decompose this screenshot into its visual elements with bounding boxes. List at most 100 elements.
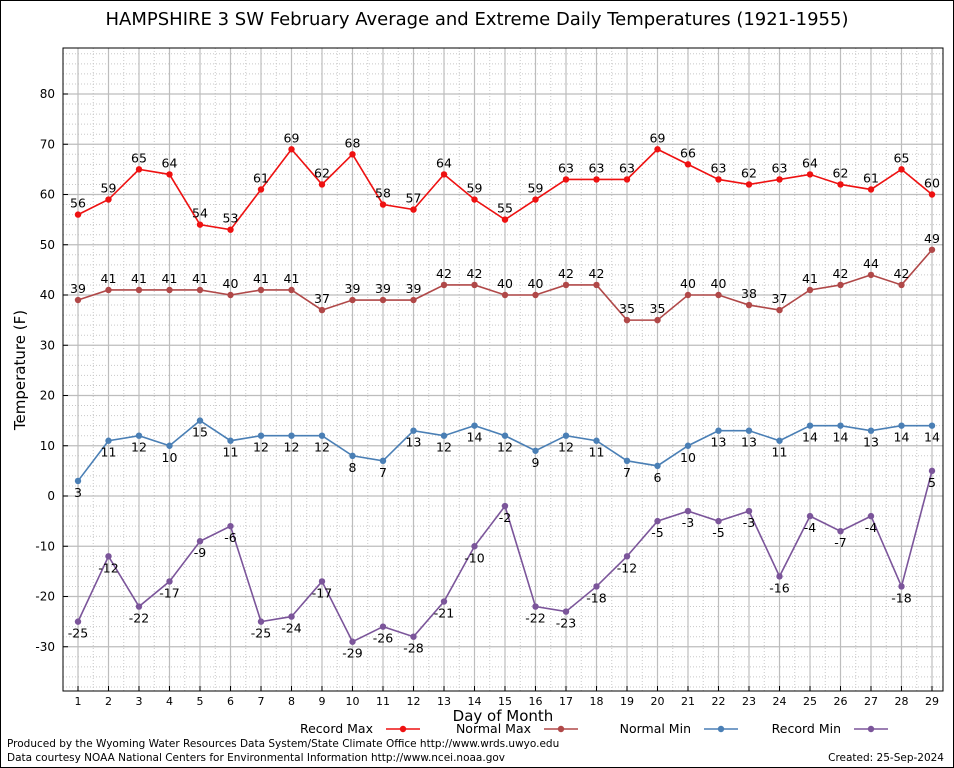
data-point (623, 553, 631, 560)
data-point (105, 437, 112, 444)
data-label: 39 (70, 281, 86, 296)
y-tick-label: 80 (40, 87, 55, 101)
data-label: 65 (131, 150, 147, 165)
x-tick-label: 23 (742, 695, 756, 708)
data-point (410, 427, 417, 434)
data-label: 41 (162, 271, 178, 286)
data-label: 41 (192, 271, 208, 286)
data-point (562, 176, 570, 183)
data-point (715, 427, 722, 434)
data-label: 12 (131, 440, 147, 455)
data-label: 56 (70, 196, 86, 211)
data-point (227, 522, 234, 530)
data-point (928, 467, 936, 475)
data-label: 59 (528, 181, 544, 196)
data-label: 59 (101, 181, 117, 196)
data-label: -18 (586, 590, 606, 605)
data-label: 55 (497, 201, 513, 216)
data-label: 40 (680, 276, 696, 291)
x-tick-label: 20 (651, 695, 665, 708)
x-tick-label: 2 (105, 695, 112, 708)
x-tick-label: 3 (136, 695, 143, 708)
x-tick-label: 18 (590, 695, 604, 708)
series-record-max: 56 59 65 64 54 53 61 69 62 68 58 57 64 59 55 59 63 63 63 69… (70, 130, 940, 233)
y-axis: -30 -20 -10 0 10 20 30 40 50 60 70 80 (35, 87, 68, 654)
data-point (440, 171, 448, 178)
data-label: 42 (589, 266, 605, 281)
data-label: -9 (194, 545, 207, 560)
legend-marker-normal-min (717, 725, 725, 733)
data-point (288, 146, 295, 153)
plot-area (62, 47, 944, 692)
legend-label-normal-max: Normal Max (456, 721, 531, 736)
x-tick-label: 15 (498, 695, 512, 708)
data-label: 35 (650, 301, 666, 316)
y-tick-label: -10 (35, 539, 55, 553)
x-tick-label: 26 (834, 695, 848, 708)
data-label: -10 (464, 550, 484, 565)
data-label: 62 (741, 165, 757, 180)
data-label: 63 (558, 160, 574, 175)
data-label: -16 (769, 580, 789, 595)
data-point (532, 291, 539, 299)
data-point (745, 427, 753, 434)
data-label: -7 (834, 535, 846, 550)
legend-label-normal-min: Normal Min (620, 721, 691, 736)
data-point (318, 306, 326, 314)
data-label: 64 (162, 155, 178, 170)
data-point (867, 427, 875, 434)
data-point (440, 598, 448, 605)
data-label: 40 (223, 276, 239, 291)
data-point (654, 316, 661, 324)
data-label: 41 (802, 271, 818, 286)
x-tick-label: 9 (319, 695, 326, 708)
data-label: 65 (894, 150, 910, 165)
x-tick-label: 29 (925, 695, 939, 708)
data-point (196, 221, 204, 228)
data-label: 68 (345, 135, 361, 150)
data-point (623, 457, 631, 465)
x-tick-label: 24 (773, 695, 787, 708)
data-point (379, 623, 387, 630)
data-label: 40 (497, 276, 513, 291)
data-point (471, 422, 478, 429)
data-point (715, 517, 722, 525)
data-label: -3 (682, 515, 694, 530)
y-tick-label: -30 (35, 640, 55, 654)
data-point (227, 226, 234, 233)
data-point (684, 161, 692, 168)
data-label: 37 (314, 291, 330, 306)
data-label: 11 (223, 445, 239, 460)
data-label: 59 (467, 181, 483, 196)
data-label: 6 (654, 470, 662, 485)
y-tick-label: 0 (47, 489, 55, 503)
data-label: -24 (281, 621, 301, 636)
data-point (440, 281, 448, 289)
data-point (135, 166, 143, 173)
data-label: 12 (436, 440, 452, 455)
data-label: -17 (159, 585, 179, 600)
data-point (806, 286, 814, 294)
data-point (349, 296, 356, 304)
data-point (166, 286, 173, 294)
data-point (532, 603, 539, 610)
data-label: 13 (406, 435, 422, 450)
x-axis: 1 2 3 4 5 6 7 8 9 10 11 12 13 14 15 16 17 18 19 20 21 22 23 24 2… (75, 686, 939, 708)
y-tick-label: 10 (40, 439, 55, 453)
chart-title: HAMPSHIRE 3 SW February Average and Extr… (105, 9, 849, 30)
data-label: 41 (284, 271, 300, 286)
data-point (562, 608, 570, 615)
x-axis-label: Day of Month (453, 707, 554, 725)
data-label: 13 (741, 435, 757, 450)
data-label: 13 (711, 435, 727, 450)
x-tick-label: 17 (559, 695, 573, 708)
data-point (257, 432, 265, 439)
data-point (776, 306, 783, 314)
data-label: -26 (373, 631, 393, 646)
data-label: 35 (619, 301, 635, 316)
data-label: 63 (619, 160, 635, 175)
data-point (898, 583, 905, 590)
data-point (532, 447, 539, 454)
data-label: 11 (772, 445, 788, 460)
data-label: -3 (743, 515, 755, 530)
